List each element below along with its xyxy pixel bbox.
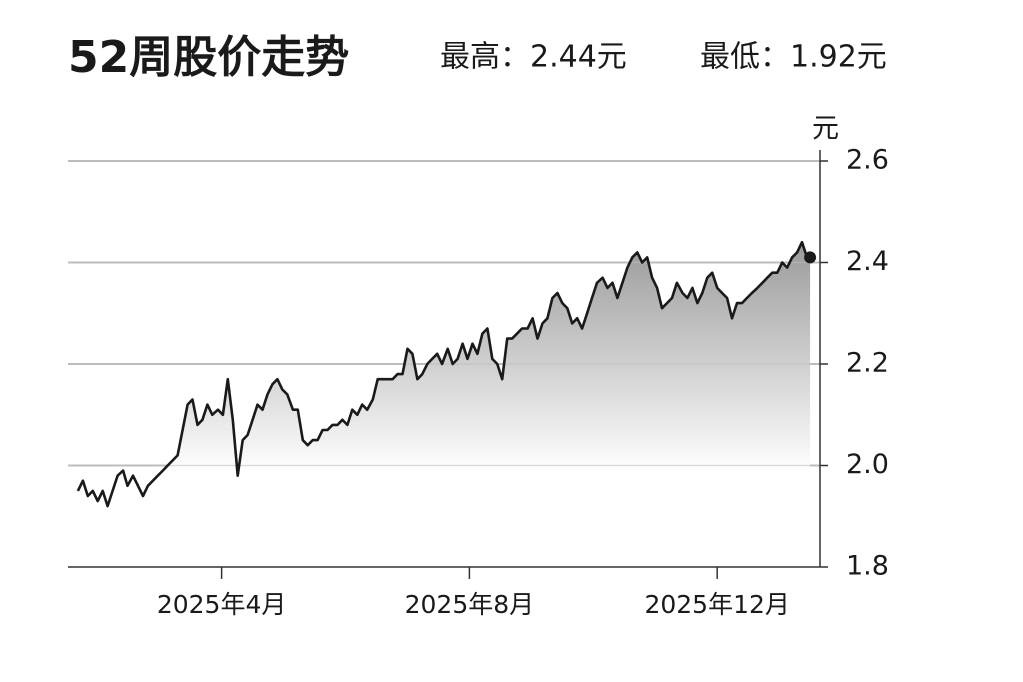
end-point xyxy=(804,251,817,264)
y-tick-label: 2.4 xyxy=(846,246,889,277)
y-tick-label: 1.8 xyxy=(846,551,889,582)
chart-title: 52周股价走势 xyxy=(68,32,349,83)
x-tick-label: 2025年8月 xyxy=(405,590,535,619)
price-line xyxy=(76,240,811,508)
min-annotation: 最低：1.92元 xyxy=(700,40,887,75)
y-tick-label: 2.0 xyxy=(846,449,889,480)
x-tick-label: 2025年4月 xyxy=(157,590,287,619)
max-annotation: 最高：2.44元 xyxy=(440,40,627,75)
price-area xyxy=(77,242,811,567)
y-tick-label: 2.6 xyxy=(846,145,889,176)
x-tick-label: 2025年12月 xyxy=(644,590,789,619)
y-unit: 元 xyxy=(812,114,839,145)
y-tick-label: 2.2 xyxy=(846,348,889,379)
